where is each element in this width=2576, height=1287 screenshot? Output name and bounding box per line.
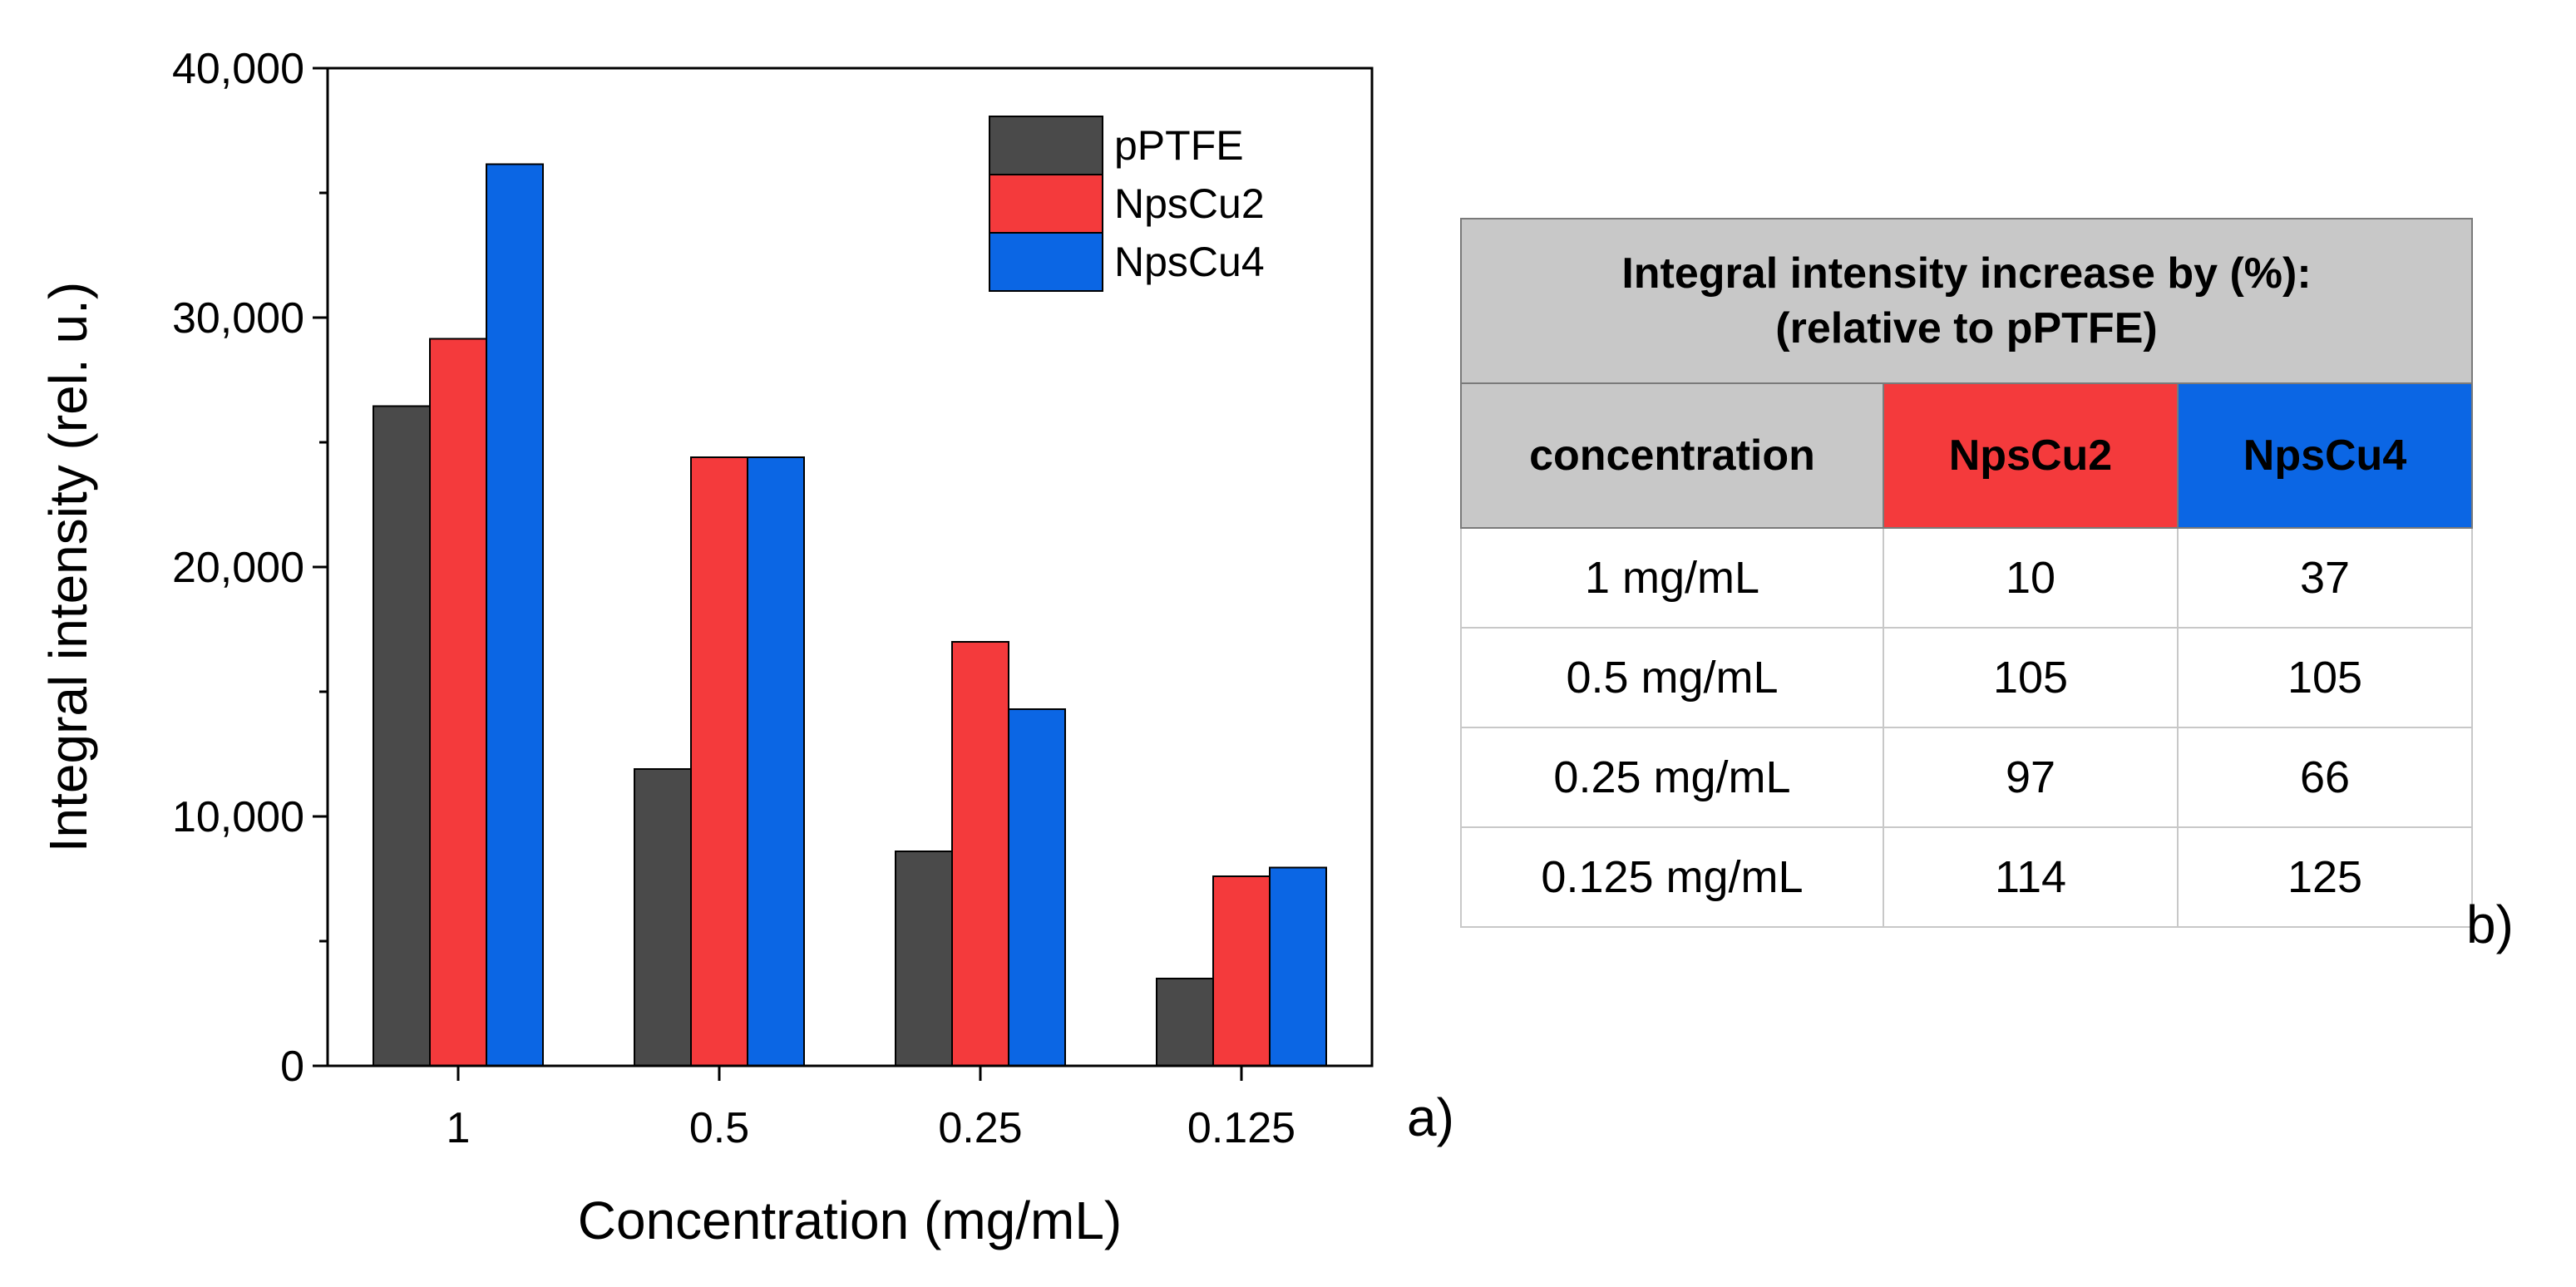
x-tick-label: 0.5 (689, 1104, 749, 1152)
header-npscu2: NpsCu2 (1883, 382, 2179, 529)
bar-npscu2-0.5 (690, 456, 748, 1067)
table-row: 1 mg/mL 10 37 (1460, 527, 2474, 629)
bar-pptfe-0.125 (1156, 978, 1214, 1067)
bar-pptfe-0.25 (895, 851, 953, 1067)
x-tick-label: 0.125 (1187, 1104, 1295, 1152)
table-title: Integral intensity increase by (%): (rel… (1459, 218, 2474, 384)
bars-layer (373, 163, 1327, 1067)
table-row: 0.125 mg/mL 114 125 (1460, 826, 2474, 928)
cell-npscu4: 105 (2176, 627, 2474, 728)
legend-label-npscu4: NpsCu4 (1114, 239, 1265, 285)
x-axis-label: Concentration (mg/mL) (578, 1191, 1122, 1250)
x-tick-label: 1 (447, 1104, 471, 1152)
legend-label-pptfe: pPTFE (1114, 122, 1244, 169)
bar-npscu2-0.125 (1212, 875, 1271, 1067)
header-npscu4: NpsCu4 (2176, 382, 2474, 529)
legend-swatch-npscu4 (989, 232, 1103, 292)
table-row: 0.5 mg/mL 105 105 (1460, 627, 2474, 728)
cell-npscu2: 97 (1883, 727, 2179, 828)
bar-npscu4-0.125 (1269, 866, 1327, 1067)
bar-npscu4-0.25 (1008, 708, 1066, 1067)
y-tick-label: 20,000 (172, 544, 304, 592)
cell-npscu2: 105 (1883, 627, 2179, 728)
cell-concentration: 1 mg/mL (1460, 527, 1884, 629)
bar-pptfe-1 (373, 405, 431, 1067)
panel-label-b: b) (2466, 895, 2514, 954)
cell-concentration: 0.5 mg/mL (1460, 627, 1884, 728)
x-tick-label: 0.25 (938, 1104, 1022, 1152)
legend-swatch-npscu2 (989, 174, 1103, 234)
axis-layer: 0 10,000 20,000 30,000 40,000 1 0.5 0.25 0.125 Co… (38, 45, 1374, 1250)
header-concentration: concentration (1460, 382, 1884, 529)
y-tick-label: 0 (280, 1043, 304, 1091)
cell-npscu2: 114 (1883, 826, 2179, 928)
y-tick-label: 40,000 (172, 45, 304, 93)
cell-concentration: 0.25 mg/mL (1460, 727, 1884, 828)
cell-npscu4: 66 (2176, 727, 2474, 828)
y-tick-label: 10,000 (172, 793, 304, 841)
bar-npscu4-1 (486, 163, 544, 1067)
bar-npscu4-0.5 (747, 456, 805, 1067)
integral-intensity-table: Integral intensity increase by (%): (rel… (1459, 218, 2474, 928)
y-tick-label: 30,000 (172, 294, 304, 343)
cell-npscu2: 10 (1883, 527, 2179, 629)
panel-label-a: a) (1407, 1087, 1454, 1147)
bar-npscu2-1 (429, 338, 487, 1067)
legend-label-npscu2: NpsCu2 (1114, 180, 1265, 227)
table-title-line1: Integral intensity increase by (%): (1621, 249, 2312, 298)
table-row: 0.25 mg/mL 97 66 (1460, 727, 2474, 828)
legend-swatch-pptfe (989, 116, 1103, 175)
bar-npscu2-0.25 (951, 641, 1009, 1067)
cell-concentration: 0.125 mg/mL (1460, 826, 1884, 928)
cell-npscu4: 37 (2176, 527, 2474, 629)
table-title-line2: (relative to pPTFE) (1775, 304, 2158, 353)
cell-npscu4: 125 (2176, 826, 2474, 928)
legend: pPTFE NpsCu2 NpsCu4 (989, 116, 1265, 292)
bar-pptfe-0.5 (634, 768, 692, 1067)
y-axis-label: Integral intensity (rel. u.) (38, 282, 98, 853)
